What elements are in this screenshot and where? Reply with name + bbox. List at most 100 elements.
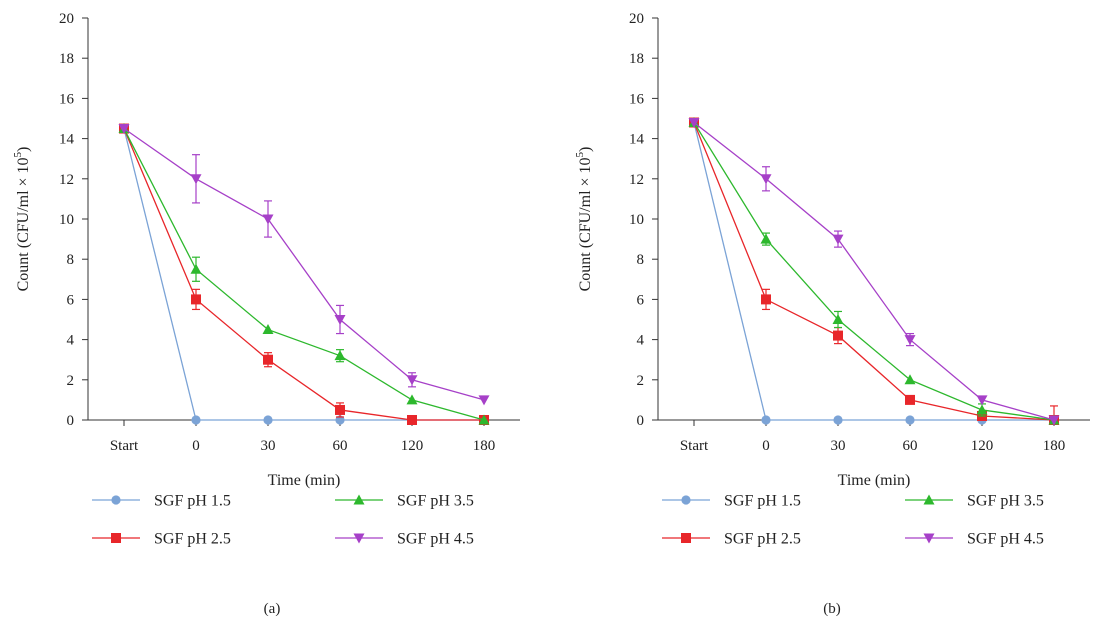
x-tick-label: 180 xyxy=(473,438,496,454)
x-tick-label: 0 xyxy=(192,438,200,454)
data-point xyxy=(335,404,345,415)
series-line xyxy=(693,122,1055,421)
y-tick-label: 4 xyxy=(67,333,75,349)
legend-item: SGF pH 1.5 xyxy=(92,493,231,510)
legend-label: SGF pH 2.5 xyxy=(154,531,231,548)
legend: SGF pH 1.5 SGF pH 2.5 SGF pH 3.5 SGF pH 4.5 xyxy=(662,493,1044,548)
y-tick-label: 14 xyxy=(59,132,75,148)
x-tick-label: 120 xyxy=(971,438,994,454)
y-tick-label: 16 xyxy=(59,91,75,107)
series-sgf-ph-2-5 xyxy=(689,117,1059,425)
y-axis-title-close: ) xyxy=(15,147,32,152)
legend-marker xyxy=(681,495,691,505)
series-sgf-ph-1-5 xyxy=(119,123,489,425)
y-axis-title-main: Count (CFU/ml × 10 xyxy=(577,157,594,291)
data-point xyxy=(407,415,417,425)
data-point xyxy=(976,395,988,406)
legend-marker xyxy=(681,533,691,543)
data-point xyxy=(334,350,346,361)
series-line xyxy=(123,128,485,401)
legend-label: SGF pH 4.5 xyxy=(397,531,474,548)
y-axis-title-close: ) xyxy=(577,147,594,152)
series-line xyxy=(123,128,484,421)
y-tick-label: 6 xyxy=(67,292,75,308)
data-point xyxy=(760,174,772,185)
data-point xyxy=(334,315,346,325)
data-point xyxy=(478,395,490,406)
y-axis-title-exponent: 5 xyxy=(574,151,586,157)
series-sgf-ph-1-5 xyxy=(689,117,1059,425)
data-point xyxy=(904,335,916,346)
legend-label: SGF pH 1.5 xyxy=(154,493,231,510)
series-line xyxy=(123,128,484,421)
y-tick-label: 10 xyxy=(629,212,644,228)
legend-item: SGF pH 1.5 xyxy=(662,493,801,510)
legend-marker xyxy=(923,533,935,544)
y-tick-label: 20 xyxy=(59,11,74,27)
legend-marker xyxy=(353,533,365,544)
data-point xyxy=(262,214,274,225)
y-tick-label: 8 xyxy=(637,252,645,268)
x-tick-label: Start xyxy=(680,438,709,454)
legend-item: SGF pH 3.5 xyxy=(905,493,1044,510)
y-tick-label: 18 xyxy=(59,51,74,67)
data-point xyxy=(406,394,418,405)
data-point xyxy=(833,330,843,341)
y-tick-label: 14 xyxy=(629,132,645,148)
legend-label: SGF pH 1.5 xyxy=(724,493,801,510)
x-tick-label: 30 xyxy=(261,438,276,454)
y-axis-title: Count (CFU/ml × 105) xyxy=(12,147,32,292)
data-point xyxy=(191,415,201,425)
x-axis-title: Time (min) xyxy=(268,472,341,489)
data-point xyxy=(688,118,700,129)
series-sgf-ph-3-5 xyxy=(118,123,490,425)
legend-label: SGF pH 2.5 xyxy=(724,531,801,548)
y-tick-label: 12 xyxy=(59,172,74,188)
series-sgf-ph-4-5 xyxy=(118,124,490,406)
data-point xyxy=(335,415,345,425)
x-tick-label: 60 xyxy=(903,438,918,454)
data-point xyxy=(976,404,988,415)
data-point xyxy=(905,415,915,425)
legend-item: SGF pH 2.5 xyxy=(92,531,231,548)
x-tick-label: 180 xyxy=(1043,438,1066,454)
legend: SGF pH 1.5 SGF pH 2.5 SGF pH 3.5 SGF pH 4.5 xyxy=(92,493,474,548)
series-sgf-ph-4-5 xyxy=(688,118,1060,426)
y-tick-label: 8 xyxy=(67,252,75,268)
panel-label: (a) xyxy=(264,601,281,617)
data-point xyxy=(190,174,202,185)
data-point xyxy=(905,394,915,405)
y-axis-title-main: Count (CFU/ml × 10 xyxy=(15,157,32,291)
y-tick-label: 18 xyxy=(629,51,644,67)
chart-panel-b: 0 2 4 6 8 10 12 14 16 18 20 Start 0 30 60 120 180 Time (m… xyxy=(574,11,1090,617)
legend-item: SGF pH 4.5 xyxy=(335,531,474,548)
x-tick-label: Start xyxy=(110,438,139,454)
legend-marker xyxy=(353,494,365,505)
data-point xyxy=(190,263,202,274)
y-tick-label: 4 xyxy=(637,333,645,349)
series-line xyxy=(693,122,1055,421)
data-point xyxy=(832,234,844,245)
data-point xyxy=(406,375,418,386)
y-tick-label: 2 xyxy=(67,373,75,389)
y-tick-label: 12 xyxy=(629,172,644,188)
data-point xyxy=(832,314,844,324)
data-point xyxy=(761,294,771,305)
legend-marker xyxy=(923,494,935,505)
x-tick-label: 0 xyxy=(762,438,770,454)
legend-marker xyxy=(111,533,121,543)
data-point xyxy=(761,415,771,425)
legend-item: SGF pH 2.5 xyxy=(662,531,801,548)
x-tick-label: 30 xyxy=(831,438,846,454)
data-point xyxy=(262,324,274,335)
data-point xyxy=(118,124,130,135)
y-tick-label: 10 xyxy=(59,212,74,228)
data-point xyxy=(833,415,843,425)
y-axis-title: Count (CFU/ml × 105) xyxy=(574,147,594,292)
series-line xyxy=(693,122,1054,421)
data-point xyxy=(263,415,273,425)
series-line xyxy=(693,122,1055,421)
y-axis-title-exponent: 5 xyxy=(12,151,24,157)
